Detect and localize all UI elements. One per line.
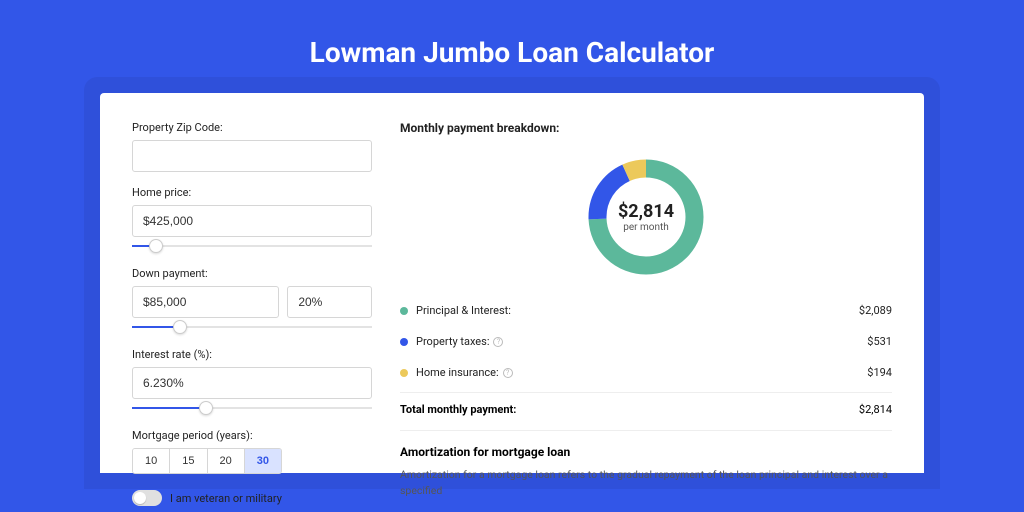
home-price-input[interactable] [132, 205, 372, 237]
legend-label: Principal & Interest: [416, 304, 859, 317]
legend-value: $2,089 [859, 304, 892, 317]
slider-thumb[interactable] [173, 320, 187, 334]
home-price-label: Home price: [132, 186, 372, 199]
down-payment-group: Down payment: [132, 267, 372, 334]
toggle-knob [134, 492, 146, 504]
mortgage-period-label: Mortgage period (years): [132, 429, 372, 442]
donut-center: $2,814 per month [582, 153, 710, 281]
legend-row: Home insurance:?$194 [400, 357, 892, 388]
legend-dot [400, 369, 408, 377]
zip-label: Property Zip Code: [132, 121, 372, 134]
down-payment-slider[interactable] [132, 320, 372, 334]
amortization-section: Amortization for mortgage loan Amortizat… [400, 430, 892, 499]
home-price-group: Home price: [132, 186, 372, 253]
donut-chart: $2,814 per month [582, 153, 710, 281]
donut-chart-wrap: $2,814 per month [400, 147, 892, 295]
interest-rate-input[interactable] [132, 367, 372, 399]
form-column: Property Zip Code: Home price: Down paym… [132, 121, 372, 473]
amortization-text: Amortization for a mortgage loan refers … [400, 467, 892, 499]
breakdown-column: Monthly payment breakdown: $2,814 per mo… [400, 121, 892, 473]
period-button-30[interactable]: 30 [245, 449, 281, 473]
interest-rate-slider[interactable] [132, 401, 372, 415]
legend-dot [400, 338, 408, 346]
donut-total-amount: $2,814 [618, 201, 674, 222]
period-button-10[interactable]: 10 [133, 449, 170, 473]
veteran-toggle[interactable] [132, 490, 162, 506]
zip-input[interactable] [132, 140, 372, 172]
legend-value: $194 [867, 366, 892, 379]
veteran-toggle-label: I am veteran or military [170, 492, 282, 505]
down-payment-percent-input[interactable] [287, 286, 372, 318]
interest-rate-label: Interest rate (%): [132, 348, 372, 361]
legend-row: Property taxes:?$531 [400, 326, 892, 357]
legend-value: $531 [867, 335, 892, 348]
total-label: Total monthly payment: [400, 403, 859, 416]
amortization-title: Amortization for mortgage loan [400, 445, 892, 459]
calculator-card: Property Zip Code: Home price: Down paym… [100, 93, 924, 473]
down-payment-label: Down payment: [132, 267, 372, 280]
legend-label: Home insurance:? [416, 366, 867, 379]
zip-field-group: Property Zip Code: [132, 121, 372, 172]
total-value: $2,814 [859, 403, 892, 416]
info-icon[interactable]: ? [503, 368, 513, 378]
down-payment-amount-input[interactable] [132, 286, 279, 318]
donut-total-sub: per month [623, 222, 669, 233]
info-icon[interactable]: ? [493, 337, 503, 347]
legend-row: Principal & Interest:$2,089 [400, 295, 892, 326]
period-button-group: 10152030 [132, 448, 282, 474]
total-row: Total monthly payment: $2,814 [400, 392, 892, 430]
interest-rate-group: Interest rate (%): [132, 348, 372, 415]
breakdown-title: Monthly payment breakdown: [400, 121, 892, 135]
period-button-20[interactable]: 20 [208, 449, 245, 473]
slider-fill [132, 407, 206, 409]
veteran-toggle-row: I am veteran or military [132, 490, 372, 506]
page-title: Lowman Jumbo Loan Calculator [0, 0, 1024, 93]
period-button-15[interactable]: 15 [170, 449, 207, 473]
legend-label: Property taxes:? [416, 335, 867, 348]
slider-thumb[interactable] [149, 239, 163, 253]
home-price-slider[interactable] [132, 239, 372, 253]
slider-track [132, 245, 372, 247]
slider-thumb[interactable] [199, 401, 213, 415]
legend-dot [400, 307, 408, 315]
mortgage-period-group: Mortgage period (years): 10152030 [132, 429, 372, 474]
